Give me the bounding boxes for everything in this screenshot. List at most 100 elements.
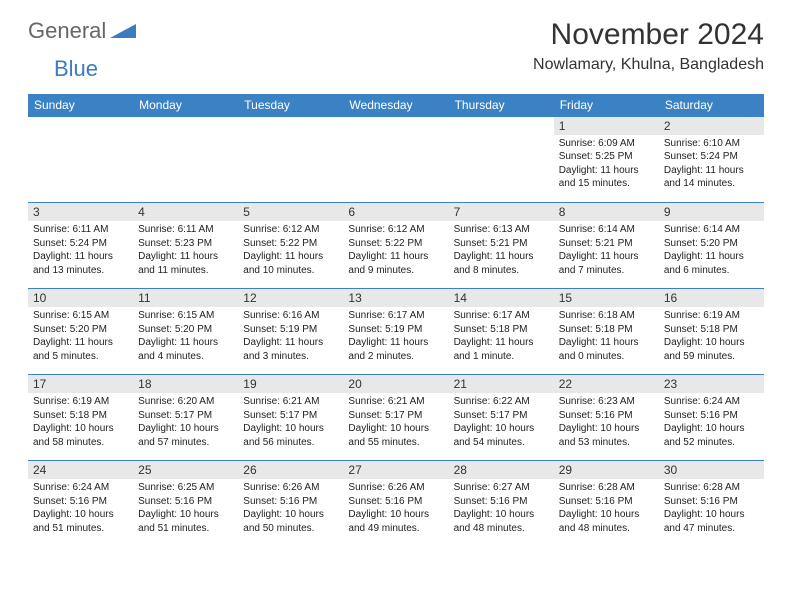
sunrise-text: Sunrise: 6:18 AM [559,309,654,323]
day-number: 25 [133,461,238,479]
daylight-text: Daylight: 10 hours and 55 minutes. [348,422,443,449]
sunrise-text: Sunrise: 6:26 AM [243,481,338,495]
calendar-row: 3Sunrise: 6:11 AMSunset: 5:24 PMDaylight… [28,203,764,289]
logo-word-2: Blue [54,56,98,81]
calendar-cell: 9Sunrise: 6:14 AMSunset: 5:20 PMDaylight… [659,203,764,289]
daylight-text: Daylight: 11 hours and 4 minutes. [138,336,233,363]
daylight-text: Daylight: 10 hours and 59 minutes. [664,336,759,363]
calendar-cell: 29Sunrise: 6:28 AMSunset: 5:16 PMDayligh… [554,461,659,547]
calendar-cell [28,117,133,203]
calendar-cell: 13Sunrise: 6:17 AMSunset: 5:19 PMDayligh… [343,289,448,375]
sunset-text: Sunset: 5:17 PM [454,409,549,423]
daylight-text: Daylight: 11 hours and 5 minutes. [33,336,128,363]
sunrise-text: Sunrise: 6:09 AM [559,137,654,151]
day-number: 5 [238,203,343,221]
daylight-text: Daylight: 10 hours and 53 minutes. [559,422,654,449]
day-details: Sunrise: 6:13 AMSunset: 5:21 PMDaylight:… [449,221,554,279]
calendar-cell [343,117,448,203]
sunrise-text: Sunrise: 6:21 AM [243,395,338,409]
day-number: 28 [449,461,554,479]
day-number: 8 [554,203,659,221]
day-details: Sunrise: 6:26 AMSunset: 5:16 PMDaylight:… [343,479,448,537]
daylight-text: Daylight: 10 hours and 47 minutes. [664,508,759,535]
month-title: November 2024 [533,18,764,52]
day-number: 2 [659,117,764,135]
daylight-text: Daylight: 10 hours and 48 minutes. [454,508,549,535]
daylight-text: Daylight: 11 hours and 14 minutes. [664,164,759,191]
daylight-text: Daylight: 10 hours and 50 minutes. [243,508,338,535]
sunrise-text: Sunrise: 6:14 AM [559,223,654,237]
daylight-text: Daylight: 11 hours and 11 minutes. [138,250,233,277]
day-details: Sunrise: 6:12 AMSunset: 5:22 PMDaylight:… [343,221,448,279]
day-details: Sunrise: 6:17 AMSunset: 5:19 PMDaylight:… [343,307,448,365]
daylight-text: Daylight: 10 hours and 49 minutes. [348,508,443,535]
day-details: Sunrise: 6:14 AMSunset: 5:20 PMDaylight:… [659,221,764,279]
sunset-text: Sunset: 5:17 PM [348,409,443,423]
calendar-cell: 4Sunrise: 6:11 AMSunset: 5:23 PMDaylight… [133,203,238,289]
calendar-cell: 25Sunrise: 6:25 AMSunset: 5:16 PMDayligh… [133,461,238,547]
daylight-text: Daylight: 11 hours and 9 minutes. [348,250,443,277]
calendar-cell: 26Sunrise: 6:26 AMSunset: 5:16 PMDayligh… [238,461,343,547]
sunrise-text: Sunrise: 6:15 AM [138,309,233,323]
calendar-cell [238,117,343,203]
sunrise-text: Sunrise: 6:12 AM [348,223,443,237]
calendar-cell: 1Sunrise: 6:09 AMSunset: 5:25 PMDaylight… [554,117,659,203]
sunrise-text: Sunrise: 6:26 AM [348,481,443,495]
day-number: 20 [343,375,448,393]
day-details: Sunrise: 6:25 AMSunset: 5:16 PMDaylight:… [133,479,238,537]
sunrise-text: Sunrise: 6:17 AM [348,309,443,323]
day-details: Sunrise: 6:18 AMSunset: 5:18 PMDaylight:… [554,307,659,365]
day-details: Sunrise: 6:11 AMSunset: 5:23 PMDaylight:… [133,221,238,279]
weekday-header: Thursday [449,94,554,117]
sunset-text: Sunset: 5:20 PM [664,237,759,251]
day-details: Sunrise: 6:16 AMSunset: 5:19 PMDaylight:… [238,307,343,365]
sunset-text: Sunset: 5:16 PM [33,495,128,509]
sunrise-text: Sunrise: 6:15 AM [33,309,128,323]
day-number: 23 [659,375,764,393]
sunset-text: Sunset: 5:24 PM [664,150,759,164]
day-number: 22 [554,375,659,393]
day-number: 15 [554,289,659,307]
day-details: Sunrise: 6:28 AMSunset: 5:16 PMDaylight:… [659,479,764,537]
calendar-cell: 14Sunrise: 6:17 AMSunset: 5:18 PMDayligh… [449,289,554,375]
day-number: 10 [28,289,133,307]
sunrise-text: Sunrise: 6:28 AM [559,481,654,495]
sunset-text: Sunset: 5:18 PM [664,323,759,337]
calendar-cell: 27Sunrise: 6:26 AMSunset: 5:16 PMDayligh… [343,461,448,547]
day-details: Sunrise: 6:26 AMSunset: 5:16 PMDaylight:… [238,479,343,537]
day-details: Sunrise: 6:10 AMSunset: 5:24 PMDaylight:… [659,135,764,193]
day-number: 27 [343,461,448,479]
calendar-cell: 20Sunrise: 6:21 AMSunset: 5:17 PMDayligh… [343,375,448,461]
calendar-cell: 12Sunrise: 6:16 AMSunset: 5:19 PMDayligh… [238,289,343,375]
day-details: Sunrise: 6:09 AMSunset: 5:25 PMDaylight:… [554,135,659,193]
calendar-cell: 10Sunrise: 6:15 AMSunset: 5:20 PMDayligh… [28,289,133,375]
sunset-text: Sunset: 5:18 PM [33,409,128,423]
day-number: 21 [449,375,554,393]
day-details: Sunrise: 6:11 AMSunset: 5:24 PMDaylight:… [28,221,133,279]
daylight-text: Daylight: 10 hours and 56 minutes. [243,422,338,449]
day-details: Sunrise: 6:24 AMSunset: 5:16 PMDaylight:… [28,479,133,537]
sunrise-text: Sunrise: 6:19 AM [664,309,759,323]
logo-word-1: General [28,18,106,44]
daylight-text: Daylight: 11 hours and 15 minutes. [559,164,654,191]
calendar-cell: 28Sunrise: 6:27 AMSunset: 5:16 PMDayligh… [449,461,554,547]
calendar-row: 1Sunrise: 6:09 AMSunset: 5:25 PMDaylight… [28,117,764,203]
sunrise-text: Sunrise: 6:24 AM [33,481,128,495]
daylight-text: Daylight: 10 hours and 57 minutes. [138,422,233,449]
daylight-text: Daylight: 10 hours and 48 minutes. [559,508,654,535]
day-number: 24 [28,461,133,479]
daylight-text: Daylight: 10 hours and 52 minutes. [664,422,759,449]
sunset-text: Sunset: 5:17 PM [138,409,233,423]
sunset-text: Sunset: 5:18 PM [559,323,654,337]
sunset-text: Sunset: 5:17 PM [243,409,338,423]
sunset-text: Sunset: 5:25 PM [559,150,654,164]
day-details: Sunrise: 6:14 AMSunset: 5:21 PMDaylight:… [554,221,659,279]
sunset-text: Sunset: 5:16 PM [664,409,759,423]
sunset-text: Sunset: 5:16 PM [454,495,549,509]
weekday-header: Sunday [28,94,133,117]
day-details: Sunrise: 6:17 AMSunset: 5:18 PMDaylight:… [449,307,554,365]
day-details: Sunrise: 6:23 AMSunset: 5:16 PMDaylight:… [554,393,659,451]
calendar-row: 10Sunrise: 6:15 AMSunset: 5:20 PMDayligh… [28,289,764,375]
day-number: 4 [133,203,238,221]
sunset-text: Sunset: 5:21 PM [454,237,549,251]
